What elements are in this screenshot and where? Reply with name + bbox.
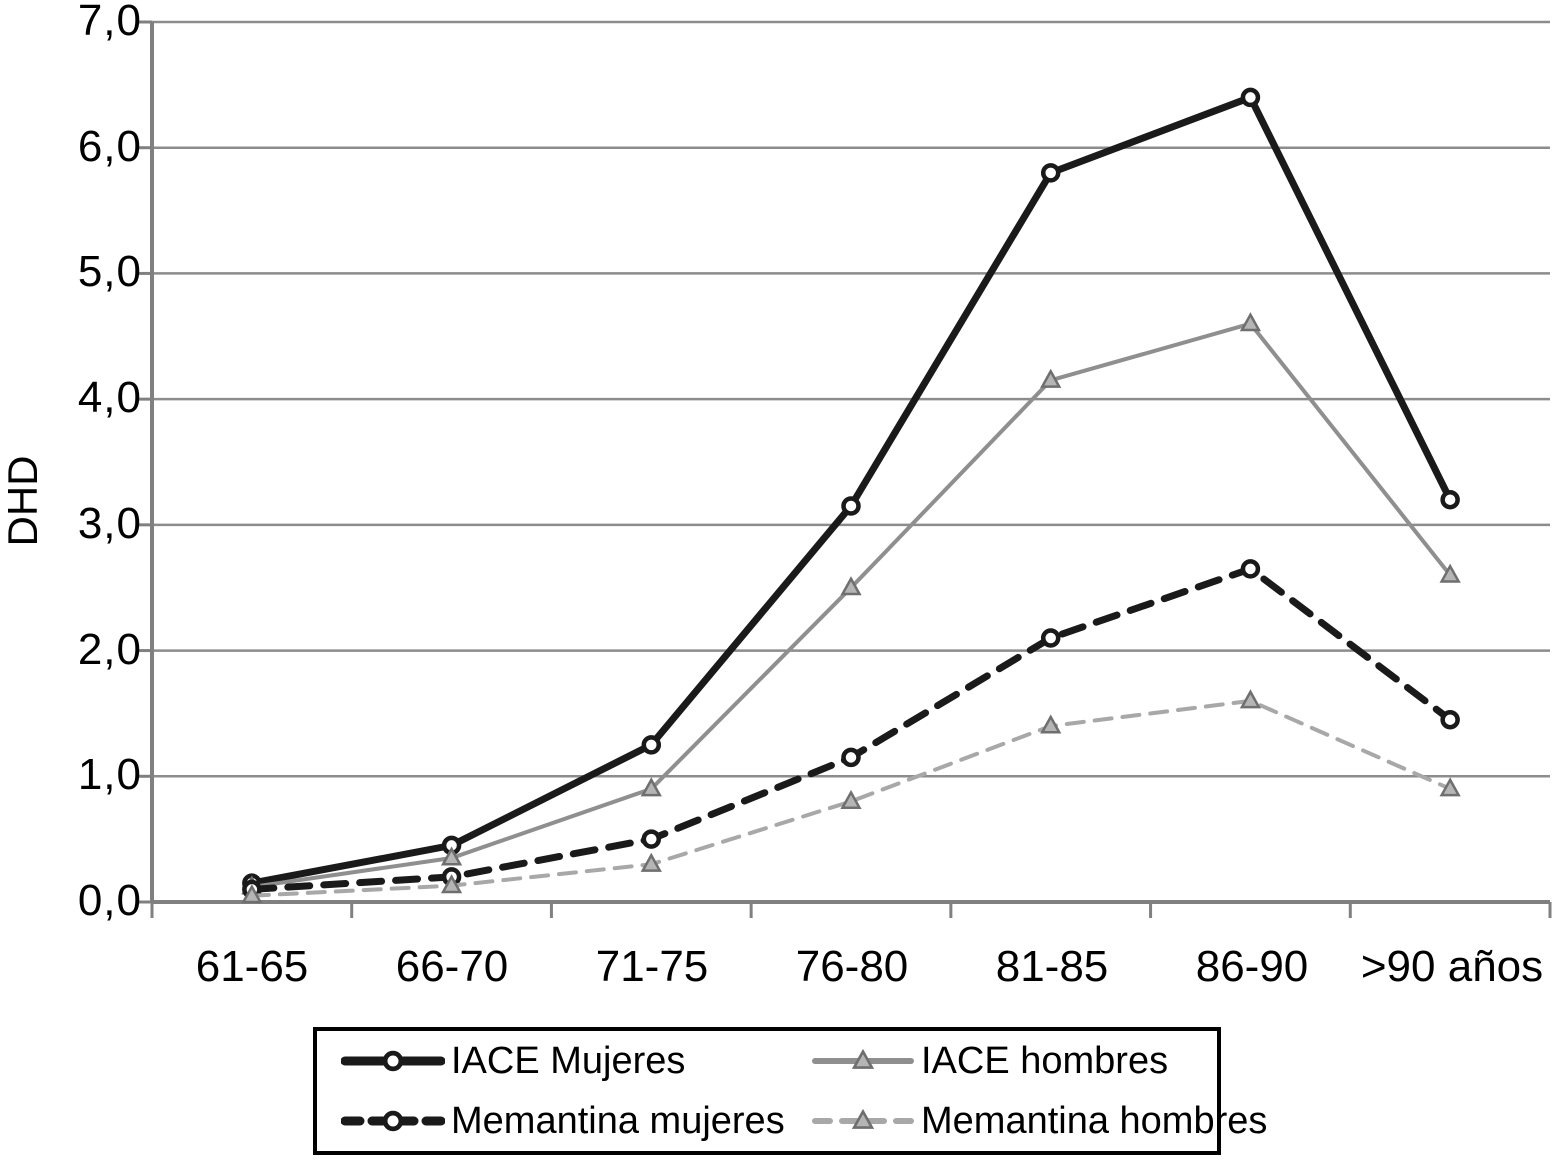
legend-swatch-memantina-hombres xyxy=(812,1108,914,1129)
y-tick-label: 0,0 xyxy=(77,876,142,925)
data-point-triangle xyxy=(1239,312,1262,332)
data-point-triangle xyxy=(1439,563,1461,583)
y-tick-label: 7,0 xyxy=(77,0,142,45)
data-point-triangle xyxy=(440,846,463,866)
series-line-2 xyxy=(248,564,1454,893)
data-point-circle xyxy=(841,747,861,768)
data-point-circle xyxy=(1240,87,1261,108)
data-point-triangle xyxy=(640,777,662,797)
data-point-triangle xyxy=(1040,368,1062,388)
data-point-triangle xyxy=(241,884,263,904)
x-tick-label: >90 años xyxy=(1360,942,1544,991)
y-tick-label: 1,0 xyxy=(77,750,142,799)
x-tick-label: 61-65 xyxy=(195,942,309,991)
data-point-circle xyxy=(841,496,861,516)
x-tick-label: 76-80 xyxy=(795,942,909,991)
data-point-circle xyxy=(1440,489,1460,510)
y-tick-label: 5,0 xyxy=(77,247,142,296)
y-tick-label: 2,0 xyxy=(77,625,142,674)
x-tick-label: 66-70 xyxy=(395,942,509,991)
y-tick-label: 3,0 xyxy=(77,499,142,548)
legend-item-iace-mujeres: IACE Mujeres xyxy=(341,1040,811,1083)
data-point-circle xyxy=(1040,628,1061,648)
data-point-triangle xyxy=(1239,689,1262,709)
legend-item-iace-hombres: IACE hombres xyxy=(811,1040,1267,1083)
data-point-circle xyxy=(1040,163,1061,183)
legend-label: Memantina hombres xyxy=(921,1099,1268,1142)
legend-swatch-iace-hombres xyxy=(812,1048,914,1069)
data-point-circle xyxy=(382,1110,404,1132)
y-tick-label: 4,0 xyxy=(77,373,142,422)
data-point-circle xyxy=(1240,559,1261,579)
data-point-circle xyxy=(382,1050,404,1072)
data-point-triangle xyxy=(1040,714,1062,734)
data-point-triangle xyxy=(440,874,463,894)
legend-swatch-iace-mujeres xyxy=(341,1050,445,1072)
legend-item-memantina-hombres: Memantina hombres xyxy=(811,1100,1267,1143)
data-point-circle xyxy=(1440,709,1460,730)
x-tick-label: 81-85 xyxy=(995,942,1109,991)
legend-label: IACE Mujeres xyxy=(451,1039,686,1082)
data-point-circle xyxy=(641,735,662,755)
legend-label: IACE hombres xyxy=(921,1039,1169,1082)
y-tick-label: 6,0 xyxy=(77,122,142,171)
x-tick-label: 86-90 xyxy=(1195,942,1309,991)
data-point-triangle xyxy=(851,1108,875,1129)
x-tick-label: 71-75 xyxy=(595,942,709,991)
data-point-circle xyxy=(641,829,662,849)
legend-item-memantina-mujeres: Memantina mujeres xyxy=(341,1100,811,1143)
data-point-triangle xyxy=(840,576,862,596)
data-point-triangle xyxy=(851,1048,875,1069)
legend-swatch-memantina-mujeres xyxy=(341,1110,445,1132)
y-axis-title: DHD xyxy=(0,455,46,547)
data-point-triangle xyxy=(840,789,862,809)
data-point-triangle xyxy=(1439,777,1461,797)
data-point-triangle xyxy=(640,852,662,872)
legend: IACE Mujeres IACE hombres Memantina muje… xyxy=(313,1027,1267,1155)
legend-label: Memantina mujeres xyxy=(451,1099,785,1142)
